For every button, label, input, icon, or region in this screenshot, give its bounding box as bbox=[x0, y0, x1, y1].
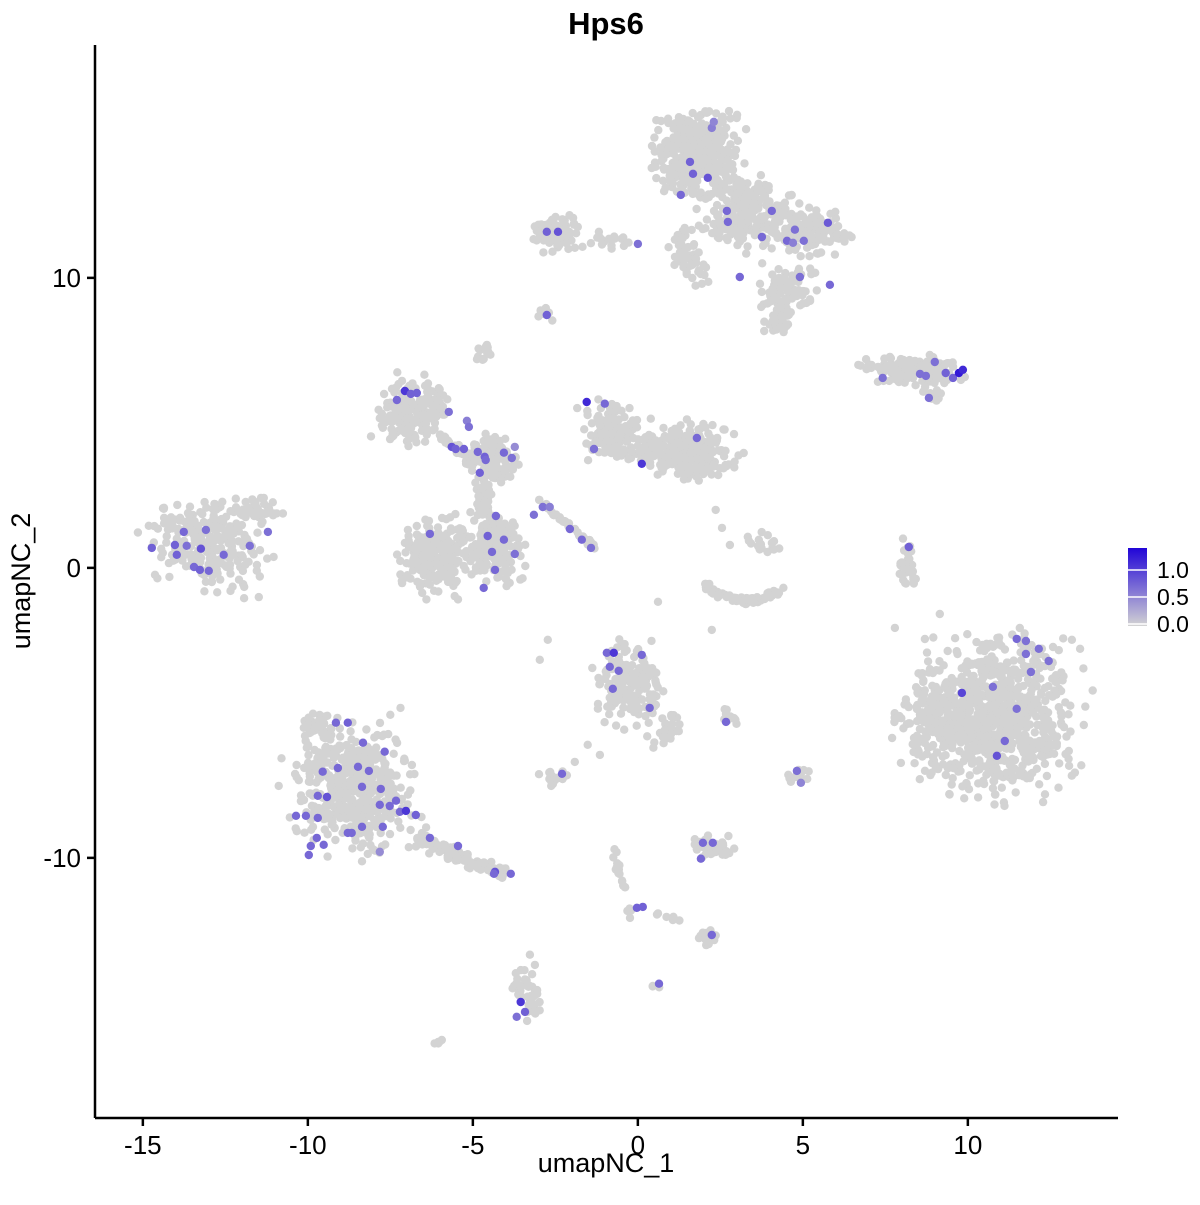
x-tick-label: -15 bbox=[124, 1130, 162, 1160]
x-tick-label: 5 bbox=[796, 1130, 810, 1160]
y-tick-label: -10 bbox=[43, 843, 81, 873]
x-tick-label: -10 bbox=[289, 1130, 327, 1160]
legend-labels: 1.00.50.0 bbox=[1157, 557, 1189, 637]
x-axis-label: umapNC_1 bbox=[538, 1148, 675, 1178]
y-axis-label: umapNC_2 bbox=[6, 513, 36, 650]
y-tick-label: 10 bbox=[52, 263, 81, 293]
y-tick-label: 0 bbox=[67, 553, 81, 583]
legend-tick-label: 1.0 bbox=[1157, 557, 1189, 583]
legend-tick-label: 0.5 bbox=[1157, 584, 1189, 610]
x-tick-label: 10 bbox=[953, 1130, 982, 1160]
plot-title: Hps6 bbox=[568, 6, 644, 41]
legend-gradient-bar bbox=[1128, 548, 1147, 626]
x-tick-label: -5 bbox=[461, 1130, 484, 1160]
expression-legend: 1.00.50.0 bbox=[1128, 548, 1189, 637]
legend-tick-label: 0.0 bbox=[1157, 611, 1189, 637]
